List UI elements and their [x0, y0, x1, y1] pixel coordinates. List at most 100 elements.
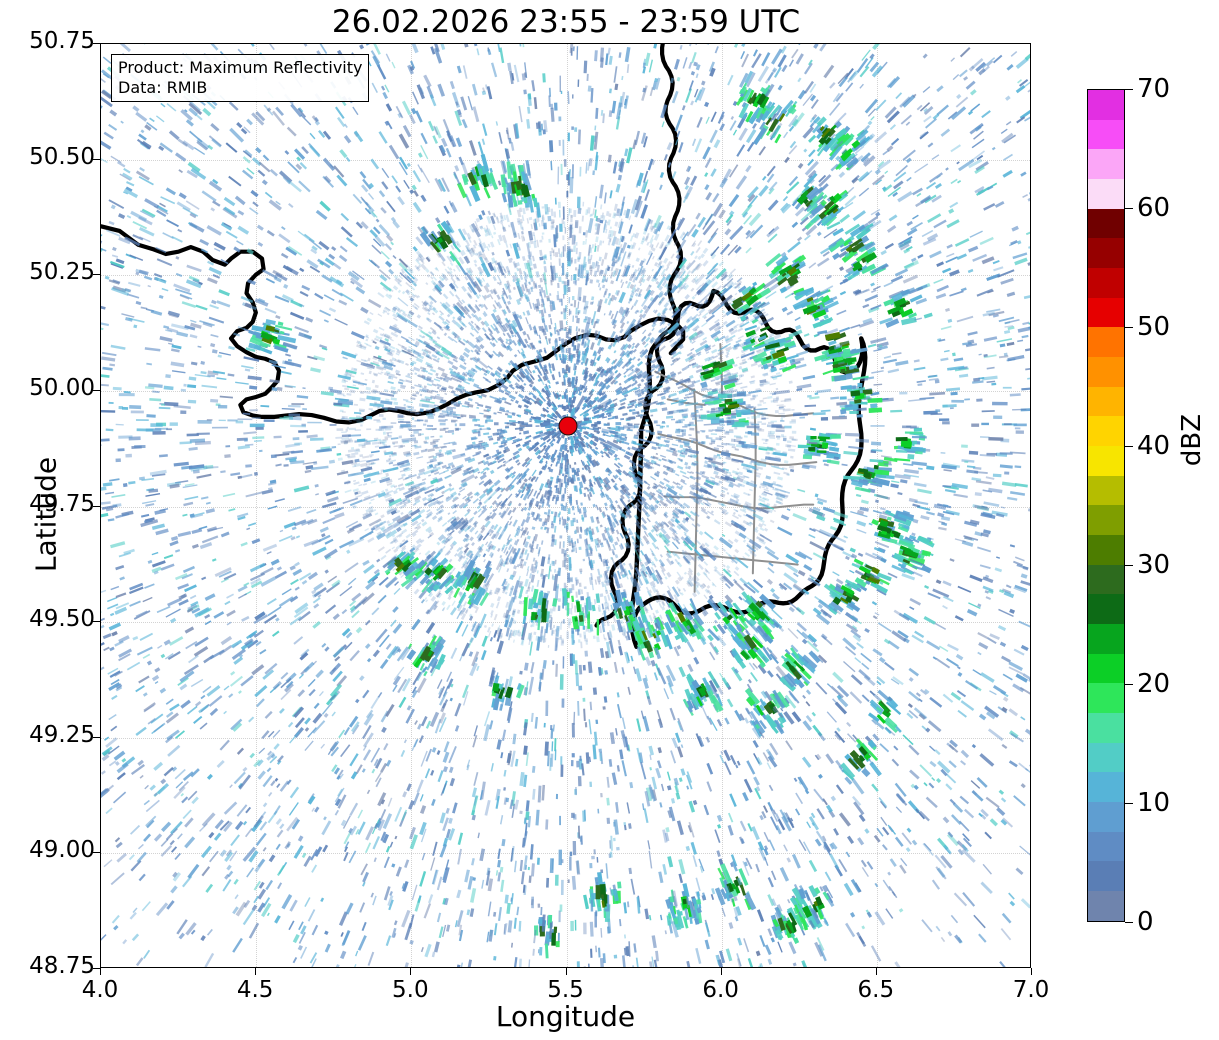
radar-echo-cell — [567, 554, 570, 558]
radar-echo-cell — [533, 631, 537, 636]
y-tick-label: 50.00 — [29, 374, 95, 401]
radar-echo-cell — [489, 469, 495, 475]
radar-echo-cell — [446, 604, 451, 611]
radar-echo-cell — [483, 624, 488, 629]
radar-echo-cell — [607, 414, 612, 418]
radar-echo-cell — [575, 499, 579, 505]
radar-echo-cell — [598, 256, 602, 262]
radar-echo-cell — [700, 330, 704, 335]
radar-echo-cell — [592, 426, 600, 432]
radar-echo-cell — [647, 332, 652, 337]
radar-echo-cell — [633, 348, 637, 353]
radar-echo-cell — [493, 412, 497, 415]
radar-map-plot[interactable]: Product: Maximum Reflectivity Data: RMIB — [100, 43, 1031, 968]
radar-echo-cell — [737, 514, 742, 518]
radar-echo-cell — [658, 503, 662, 507]
radar-echo-cell — [720, 489, 726, 494]
radar-echo-cell — [511, 610, 516, 618]
radar-echo-cell — [564, 487, 567, 494]
radar-echo-cell — [397, 289, 402, 294]
radar-echo-cell — [475, 217, 480, 223]
radar-echo-cell — [539, 249, 543, 256]
radar-echo-cell — [721, 309, 726, 314]
radar-echo-cell — [645, 429, 652, 433]
radar-echo-cell — [739, 322, 745, 327]
radar-echo-cell — [483, 303, 489, 310]
radar-echo-cell — [557, 201, 561, 209]
radar-echo-cell — [633, 299, 639, 307]
radar-echo-cell — [428, 592, 434, 598]
radar-echo-cell — [540, 568, 545, 576]
radar-echo-cell — [713, 565, 718, 570]
radar-echo-cell — [405, 400, 414, 404]
radar-echo-cell — [735, 498, 740, 502]
radar-echo-cell — [354, 449, 361, 453]
radar-echo-cell — [713, 470, 719, 476]
radar-echo-cell — [688, 355, 694, 361]
radar-echo-cell — [400, 511, 404, 516]
radar-echo-cell — [473, 418, 480, 421]
radar-echo-cell — [580, 422, 588, 425]
radar-echo-cell — [720, 503, 727, 507]
radar-echo-cell — [413, 355, 418, 359]
radar-echo-cell — [487, 243, 491, 248]
radar-echo-cell — [558, 258, 561, 266]
radar-echo-cell — [563, 221, 566, 229]
radar-echo-cell — [637, 316, 643, 324]
radar-echo-cell — [659, 614, 663, 620]
radar-echo-cell — [713, 454, 718, 459]
radar-echo-cell — [576, 538, 579, 544]
radar-echo-cell — [451, 448, 456, 453]
radar-echo-cell — [658, 602, 663, 608]
radar-echo-cell — [594, 446, 599, 450]
radar-echo-cell — [773, 333, 782, 340]
y-tick-mark — [93, 968, 100, 969]
radar-echo-cell — [605, 384, 611, 390]
radar-echo-cell — [507, 272, 511, 276]
radar-echo-cell — [492, 308, 497, 313]
radar-echo-cell — [589, 279, 594, 284]
radar-echo-cell — [656, 546, 660, 550]
radar-echo-cell — [362, 482, 368, 486]
radar-echo-cell — [523, 478, 528, 483]
radar-echo-cell — [591, 583, 594, 591]
radar-echo-cell — [658, 458, 662, 462]
radar-echo-cell — [658, 260, 663, 266]
radar-echo-cell — [622, 562, 626, 566]
radar-echo-cell — [687, 395, 695, 399]
radar-echo-cell — [561, 457, 564, 464]
radar-echo-cell — [435, 372, 439, 377]
radar-echo-cell — [696, 284, 702, 291]
radar-echo-cell — [401, 528, 408, 534]
radar-echo-cell — [750, 362, 758, 367]
radar-echo-cell — [691, 556, 697, 563]
radar-echo-cell — [532, 280, 537, 289]
radar-echo-cell — [517, 404, 522, 409]
radar-echo-cell — [762, 402, 767, 404]
radar-echo-cell — [341, 411, 346, 413]
radar-echo-cell — [687, 577, 693, 583]
radar-echo-cell — [666, 434, 672, 438]
radar-echo-cell — [544, 638, 547, 643]
radar-echo-cell — [504, 241, 509, 248]
radar-echo-cell — [577, 258, 580, 262]
radar-echo-cell — [620, 417, 625, 421]
radar-echo-cell — [405, 375, 412, 379]
radar-echo-cell — [518, 420, 525, 425]
radar-echo-cell — [499, 554, 503, 559]
radar-echo-cell — [691, 340, 696, 345]
radar-echo-cell — [550, 318, 553, 325]
radar-echo-cell — [607, 427, 611, 429]
radar-echo-cell — [613, 268, 619, 276]
radar-echo-cell — [661, 407, 668, 412]
radar-echo-cell — [561, 640, 565, 644]
radar-echo-cell — [599, 287, 602, 291]
radar-echo-cell — [530, 223, 533, 230]
radar-echo-cell — [671, 512, 679, 520]
radar-echo-cell — [560, 434, 566, 439]
radar-echo-cell — [547, 590, 551, 594]
radar-echo-cell — [684, 294, 690, 300]
radar-echo-cell — [661, 420, 665, 423]
radar-echo-cell — [427, 492, 434, 498]
radar-echo-cell — [581, 589, 583, 595]
